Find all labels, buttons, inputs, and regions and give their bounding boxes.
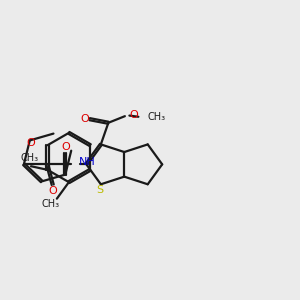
Text: CH₃: CH₃ bbox=[41, 199, 59, 209]
Text: O: O bbox=[129, 110, 138, 120]
Text: O: O bbox=[49, 186, 57, 196]
Text: NH: NH bbox=[79, 157, 95, 167]
Text: O: O bbox=[61, 142, 70, 152]
Text: S: S bbox=[96, 185, 103, 195]
Text: CH₃: CH₃ bbox=[21, 153, 39, 164]
Text: CH₃: CH₃ bbox=[147, 112, 166, 122]
Text: O: O bbox=[80, 114, 89, 124]
Text: O: O bbox=[26, 138, 35, 148]
